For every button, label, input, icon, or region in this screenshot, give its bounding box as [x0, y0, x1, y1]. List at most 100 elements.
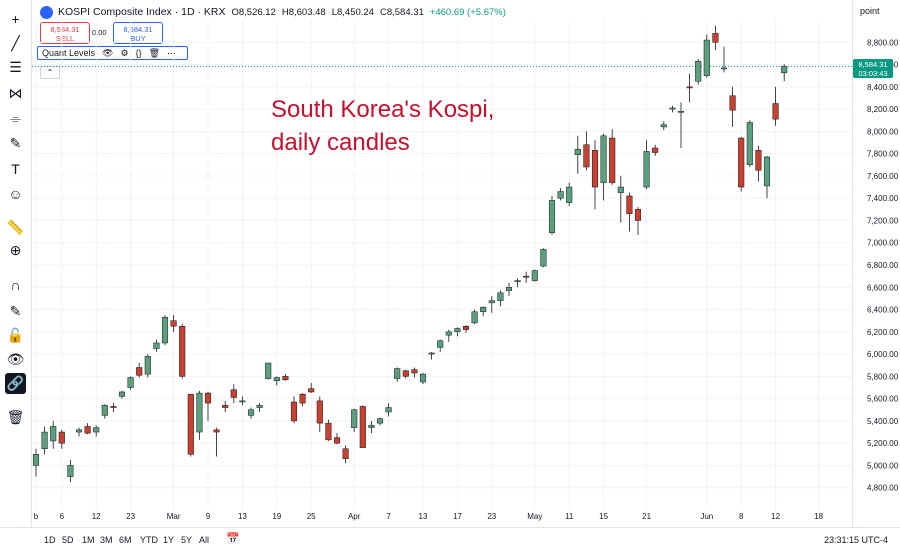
- candle-body: [445, 331, 452, 336]
- pattern-icon[interactable]: ⋈: [8, 85, 23, 101]
- price-axis-unit[interactable]: point: [860, 6, 880, 16]
- buy-label: BUY: [130, 34, 146, 43]
- candle: [368, 420, 375, 434]
- candle-body: [591, 150, 599, 188]
- link-icon[interactable]: 🔗: [5, 373, 26, 394]
- x-tick-label: Jun: [700, 512, 713, 521]
- candle-body: [316, 400, 323, 424]
- ohlc-change: +460.69 (+5.67%): [429, 6, 506, 18]
- candle-body: [677, 111, 685, 113]
- candle: [634, 207, 642, 235]
- candle-body: [738, 137, 745, 188]
- zoom-in-icon[interactable]: ⊕: [9, 242, 22, 258]
- candle-body: [695, 60, 702, 82]
- price-axis[interactable]: 4,800.00 5,000.00 5,200.00 5,400.00 5,600.00…: [852, 0, 900, 527]
- trendline-icon[interactable]: ╱: [11, 35, 20, 51]
- candle-body: [411, 369, 418, 374]
- range-button[interactable]: All: [199, 535, 210, 545]
- candlestick-chart[interactable]: b 6 12 23 Mar 9 13 19 25 Apr 7 13 17 23 May 11 15 21 Jun 8 1…: [0, 0, 852, 527]
- x-tick-label: Mar: [167, 512, 181, 521]
- bar-countdown: 03:03:43: [858, 69, 888, 78]
- lock-draw-icon[interactable]: ✎: [9, 303, 22, 319]
- candle: [376, 417, 384, 426]
- candle-body: [428, 352, 435, 355]
- candle: [333, 433, 341, 445]
- fib-icon[interactable]: ☰: [9, 59, 22, 75]
- candle-body: [634, 209, 642, 221]
- more-icon[interactable]: ⋯: [167, 47, 177, 58]
- candle-body: [144, 356, 151, 375]
- unlock-icon[interactable]: 🔓: [6, 327, 25, 343]
- x-tick-label: 9: [206, 512, 211, 521]
- candle: [299, 393, 306, 407]
- candle: [325, 419, 332, 441]
- range-button[interactable]: 3M: [100, 535, 113, 545]
- candle-body: [385, 407, 392, 413]
- buy-button[interactable]: 8,584.31 BUY: [113, 22, 163, 44]
- candle-body: [41, 431, 48, 449]
- y-tick-label: 5,200.00: [867, 439, 899, 448]
- x-tick-label: 8: [739, 512, 744, 521]
- delete-icon[interactable]: 🗑: [148, 47, 161, 58]
- range-button[interactable]: 5D: [62, 535, 74, 545]
- candle: [669, 105, 676, 113]
- range-button[interactable]: 1M: [82, 535, 95, 545]
- candle: [50, 420, 57, 449]
- projection-icon[interactable]: ⌯: [9, 110, 22, 126]
- candle-body: [127, 377, 134, 388]
- candle-body: [781, 66, 788, 74]
- candle-body: [772, 103, 779, 120]
- eye-icon[interactable]: 👁: [6, 351, 25, 367]
- candle: [652, 144, 659, 156]
- candle: [523, 271, 530, 283]
- text-icon[interactable]: T: [11, 160, 20, 177]
- brush-icon[interactable]: ✎: [9, 135, 22, 151]
- range-button[interactable]: 5Y: [181, 535, 193, 545]
- candle: [118, 390, 126, 399]
- candle-body: [497, 292, 504, 301]
- candle: [153, 339, 160, 352]
- y-tick-label: 7,800.00: [867, 150, 899, 159]
- candle: [712, 25, 719, 51]
- candle-body: [626, 195, 633, 215]
- range-button[interactable]: 6M: [119, 535, 132, 545]
- candle: [660, 121, 667, 131]
- source-code-icon[interactable]: {}: [135, 48, 142, 58]
- calendar-icon[interactable]: 📅: [226, 533, 240, 545]
- candle-body: [196, 392, 203, 433]
- candle-body: [462, 326, 470, 330]
- x-tick-label: 12: [92, 512, 101, 521]
- candle-body: [488, 300, 495, 304]
- range-button[interactable]: 1D: [44, 535, 56, 545]
- candle-body: [299, 393, 306, 404]
- candle: [196, 390, 203, 440]
- y-tick-label: 7,000.00: [867, 239, 899, 248]
- candle-body: [763, 156, 771, 187]
- candle-body: [118, 391, 126, 397]
- x-tick-label: 25: [307, 512, 316, 521]
- candle-body: [368, 425, 375, 428]
- range-button[interactable]: YTD: [140, 535, 158, 545]
- candle: [419, 373, 427, 385]
- ruler-icon[interactable]: 📏: [6, 219, 25, 235]
- emoji-icon[interactable]: ☺: [8, 185, 23, 202]
- last-price-tag: 8,584.31 03:03:43: [853, 59, 893, 78]
- eye-icon[interactable]: 👁: [102, 47, 114, 58]
- indicator-legend[interactable]: Quant Levels 👁 ⚙ {} 🗑 ⋯: [37, 46, 188, 60]
- candle: [677, 102, 685, 149]
- candle-body: [84, 426, 91, 434]
- clock[interactable]: 23:31:15 UTC-4: [823, 535, 888, 545]
- range-button[interactable]: 1Y: [163, 535, 175, 545]
- candle-body: [531, 270, 538, 281]
- symbol-title[interactable]: KOSPI Composite Index · 1D · KRX: [58, 6, 226, 18]
- candle: [514, 278, 521, 288]
- candle-body: [471, 311, 478, 324]
- magnet-icon[interactable]: ∩: [10, 276, 21, 293]
- sell-button[interactable]: 8,584.31 SELL: [40, 22, 90, 44]
- y-tick-label: 8,000.00: [867, 127, 899, 136]
- candle: [437, 339, 444, 352]
- settings-icon[interactable]: ⚙: [120, 47, 129, 58]
- trash-icon[interactable]: 🗑: [6, 409, 25, 425]
- crosshair-icon[interactable]: +: [11, 10, 20, 27]
- x-tick-label: 6: [60, 512, 65, 521]
